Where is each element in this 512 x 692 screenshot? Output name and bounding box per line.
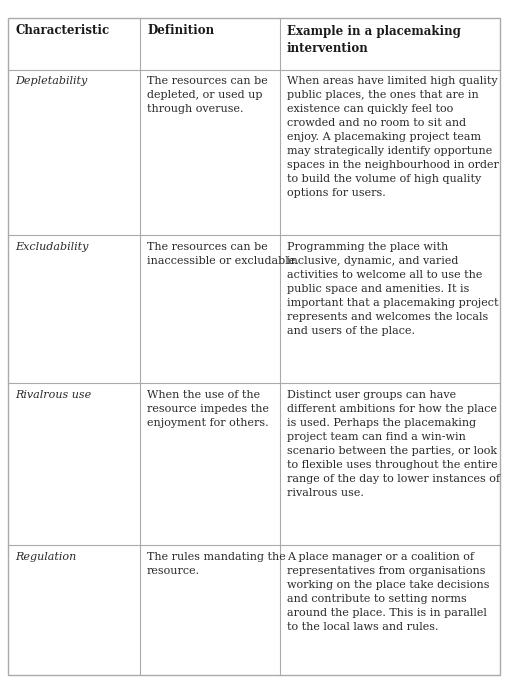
Text: Rivalrous use: Rivalrous use — [15, 390, 91, 399]
Text: Distinct user groups can have
different ambitions for how the place
is used. Per: Distinct user groups can have different … — [287, 390, 500, 498]
Text: Depletability: Depletability — [15, 77, 87, 86]
Text: A place manager or a coalition of
representatives from organisations
working on : A place manager or a coalition of repres… — [287, 552, 489, 632]
Text: The rules mandating the
resource.: The rules mandating the resource. — [147, 552, 286, 576]
Text: The resources can be
inaccessible or excludable.: The resources can be inaccessible or exc… — [147, 242, 298, 266]
Text: The resources can be
depleted, or used up
through overuse.: The resources can be depleted, or used u… — [147, 77, 268, 114]
Text: When areas have limited high quality
public places, the ones that are in
existen: When areas have limited high quality pub… — [287, 77, 499, 199]
Text: Regulation: Regulation — [15, 552, 76, 561]
Text: Definition: Definition — [147, 24, 214, 37]
Text: Characteristic: Characteristic — [15, 24, 109, 37]
Text: Excludability: Excludability — [15, 242, 89, 251]
Text: When the use of the
resource impedes the
enjoyment for others.: When the use of the resource impedes the… — [147, 390, 269, 428]
Text: Example in a placemaking
intervention: Example in a placemaking intervention — [287, 24, 461, 55]
Text: Programming the place with
inclusive, dynamic, and varied
activities to welcome : Programming the place with inclusive, dy… — [287, 242, 499, 336]
